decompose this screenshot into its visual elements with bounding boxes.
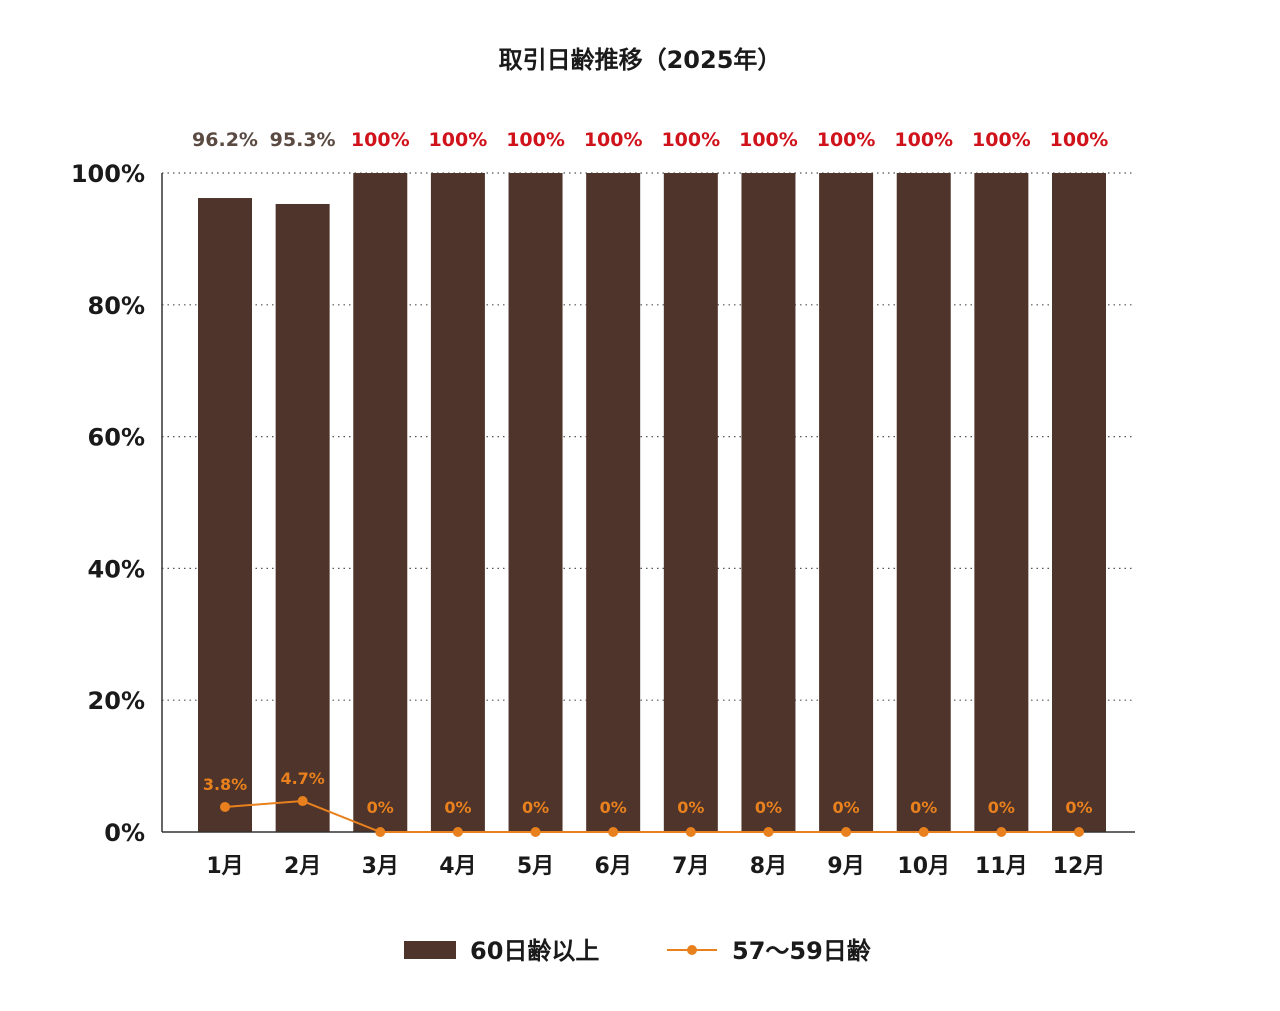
bar-value-label: 100% <box>429 129 488 151</box>
x-tick-label: 8月 <box>750 854 787 879</box>
line-value-label: 0% <box>600 798 627 817</box>
x-tick-label: 10月 <box>897 854 950 879</box>
bar <box>508 173 563 832</box>
x-tick-label: 4月 <box>439 854 476 879</box>
bar <box>741 173 796 832</box>
line-point <box>918 827 929 837</box>
bar-value-label: 100% <box>817 129 876 151</box>
data-labels: 96.2% 95.3% 100% 100% 100% 100% 100% 100% 100% 10… <box>192 129 1108 817</box>
bar-value-label: 100% <box>506 129 565 151</box>
bar-value-label: 100% <box>972 129 1031 151</box>
y-tick-label: 60% <box>88 424 145 452</box>
bar <box>663 173 718 832</box>
line-point <box>452 827 463 837</box>
bar-series <box>198 173 1106 833</box>
x-tick-label: 12月 <box>1053 854 1106 879</box>
bar-value-label: 100% <box>351 129 410 151</box>
line-series-path <box>224 800 1079 833</box>
line-value-label: 0% <box>988 798 1015 817</box>
y-tick-label: 0% <box>104 819 145 847</box>
bar-value-label: 100% <box>1050 129 1109 151</box>
y-tick-label: 40% <box>88 555 145 583</box>
bar-value-label: 100% <box>739 129 798 151</box>
x-tick-label: 5月 <box>517 854 554 879</box>
bar <box>1052 173 1106 832</box>
x-tick-label: 1月 <box>206 854 243 879</box>
bar <box>275 203 330 832</box>
bar <box>586 173 641 832</box>
y-tick-label: 20% <box>88 687 145 715</box>
y-tick-label: 100% <box>71 160 145 188</box>
line-point <box>297 796 308 807</box>
x-tick-label: 11月 <box>975 854 1028 879</box>
bar-value-label: 100% <box>584 129 643 151</box>
axes: 0% 20% 40% 60% 80% 100% 1月 2月 3月 4月 5月 6月 7月 8月 9月 10月 1… <box>71 160 1135 879</box>
bar <box>819 173 874 832</box>
line-value-label: 0% <box>522 798 549 817</box>
line-value-label: 0% <box>755 798 782 817</box>
bar-value-label: 100% <box>661 129 720 151</box>
x-tick-label: 7月 <box>672 854 709 879</box>
x-tick-label: 2月 <box>284 854 321 879</box>
line-series <box>220 796 1084 837</box>
line-value-label: 4.7% <box>280 769 324 788</box>
bar-value-label: 96.2% <box>192 129 258 151</box>
line-value-label: 0% <box>833 798 860 817</box>
bar-value-label: 95.3% <box>270 129 336 151</box>
line-value-label: 0% <box>1065 798 1092 817</box>
bar <box>430 173 485 832</box>
line-point <box>763 827 774 837</box>
bar <box>353 173 408 832</box>
line-value-label: 3.8% <box>203 775 247 794</box>
bar <box>198 198 252 833</box>
legend-bar-label: 60日齢以上 <box>470 937 599 965</box>
line-point <box>1074 827 1084 837</box>
bar <box>974 173 1029 832</box>
line-value-label: 0% <box>677 798 704 817</box>
chart-title: 取引日齢推移（2025年） <box>499 46 782 74</box>
line-point <box>530 827 541 837</box>
line-value-label: 0% <box>367 798 394 817</box>
x-tick-label: 3月 <box>362 854 399 879</box>
line-point <box>608 827 619 837</box>
legend-bar-swatch <box>404 941 456 959</box>
line-value-label: 0% <box>444 798 471 817</box>
line-point <box>220 801 230 812</box>
bar <box>896 173 951 832</box>
line-point <box>375 827 386 837</box>
line-value-label: 0% <box>910 798 937 817</box>
line-point <box>841 827 852 837</box>
legend-line-marker <box>687 945 697 955</box>
x-tick-label: 9月 <box>827 854 864 879</box>
legend-line-label: 57〜59日齢 <box>732 937 872 965</box>
bar-value-label: 100% <box>894 129 953 151</box>
line-point <box>996 827 1007 837</box>
y-tick-label: 80% <box>88 292 145 320</box>
line-point <box>685 827 696 837</box>
legend: 60日齢以上 57〜59日齢 <box>404 937 872 965</box>
x-tick-label: 6月 <box>595 854 632 879</box>
